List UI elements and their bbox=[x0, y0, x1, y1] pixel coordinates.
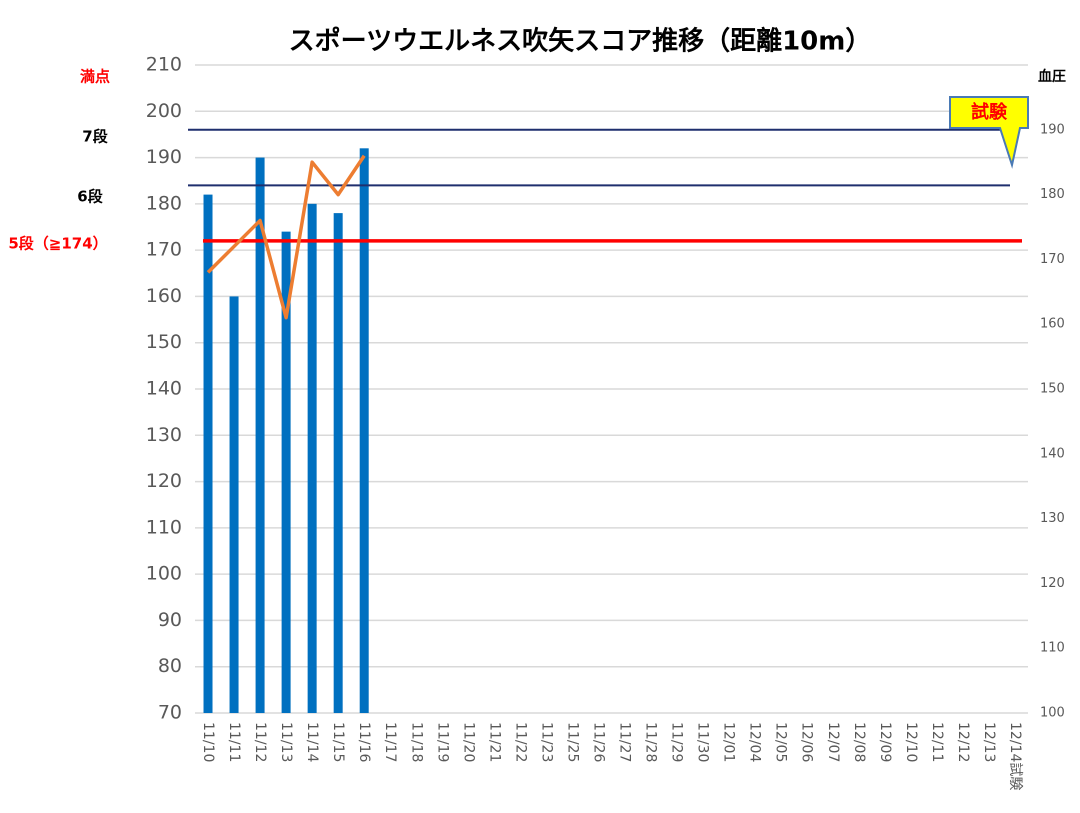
y-tick-label: 150 bbox=[146, 331, 182, 353]
x-tick-label: 11/13 bbox=[278, 722, 294, 762]
y-tick-label: 180 bbox=[146, 192, 182, 214]
y-tick-label: 200 bbox=[146, 100, 182, 122]
y-tick-label: 70 bbox=[158, 702, 182, 724]
y-tick-label: 160 bbox=[146, 285, 182, 307]
side-label: 7段 bbox=[82, 128, 107, 146]
chart-title: スポーツウエルネス吹矢スコア推移（距離10m） bbox=[289, 26, 872, 57]
x-tick-label: 11/19 bbox=[434, 722, 450, 762]
y2-tick-label: 100 bbox=[1040, 706, 1065, 721]
bar bbox=[333, 213, 343, 713]
y-tick-label: 170 bbox=[146, 239, 182, 261]
bar bbox=[255, 157, 265, 714]
x-tick-label: 11/29 bbox=[669, 722, 685, 762]
x-tick-label: 11/23 bbox=[538, 722, 554, 762]
callout-text: 試験 bbox=[971, 101, 1008, 123]
y-tick-label: 120 bbox=[146, 470, 182, 492]
y2-tick-label: 140 bbox=[1040, 446, 1065, 461]
side-label: 5段（≧174） bbox=[8, 235, 107, 253]
y2-tick-label: 170 bbox=[1040, 252, 1065, 267]
x-tick-label: 11/12 bbox=[252, 722, 268, 762]
y-tick-label: 140 bbox=[146, 378, 182, 400]
x-tick-label: 12/14試験 bbox=[1007, 722, 1023, 790]
x-tick-label: 12/01 bbox=[721, 722, 737, 762]
bar bbox=[229, 296, 239, 713]
y-tick-label: 100 bbox=[146, 563, 182, 585]
bar bbox=[203, 194, 213, 714]
side-label: 満点 bbox=[80, 68, 110, 86]
x-tick-label: 11/25 bbox=[564, 722, 580, 762]
bar bbox=[359, 148, 369, 714]
x-tick-label: 12/05 bbox=[773, 722, 789, 762]
y-tick-label: 130 bbox=[146, 424, 182, 446]
x-tick-label: 12/06 bbox=[799, 722, 815, 762]
x-tick-label: 12/10 bbox=[903, 722, 919, 762]
y2-tick-label: 120 bbox=[1040, 576, 1065, 591]
side-label: 6段 bbox=[77, 188, 102, 206]
x-tick-label: 11/17 bbox=[382, 722, 398, 762]
y-tick-label: 80 bbox=[158, 655, 182, 677]
y-tick-label: 110 bbox=[146, 516, 182, 538]
x-tick-label: 11/10 bbox=[200, 722, 216, 762]
y-tick-label: 90 bbox=[158, 609, 182, 631]
x-tick-label: 11/16 bbox=[356, 722, 372, 762]
y-tick-label: 190 bbox=[146, 146, 182, 168]
y2-tick-label: 180 bbox=[1040, 187, 1065, 202]
x-tick-label: 12/07 bbox=[825, 722, 841, 762]
x-tick-label: 11/26 bbox=[590, 722, 606, 762]
y-tick-label: 210 bbox=[146, 54, 182, 76]
y2-tick-label: 130 bbox=[1040, 511, 1065, 526]
x-tick-label: 11/21 bbox=[486, 722, 502, 762]
x-tick-label: 11/22 bbox=[512, 722, 528, 762]
x-tick-label: 11/15 bbox=[330, 722, 346, 762]
x-tick-label: 12/12 bbox=[955, 722, 971, 762]
x-tick-label: 12/11 bbox=[929, 722, 945, 762]
x-tick-label: 12/08 bbox=[851, 722, 867, 762]
x-tick-label: 11/28 bbox=[643, 722, 659, 762]
callout-box bbox=[949, 96, 1029, 169]
bar bbox=[307, 203, 317, 713]
x-tick-label: 11/30 bbox=[695, 722, 711, 762]
x-tick-label: 11/18 bbox=[408, 722, 424, 762]
y2-tick-label: 150 bbox=[1040, 382, 1065, 397]
line bbox=[206, 154, 366, 320]
y2-tick-label: 110 bbox=[1040, 641, 1065, 656]
x-tick-label: 12/09 bbox=[877, 722, 893, 762]
bar bbox=[281, 231, 291, 713]
x-tick-label: 11/14 bbox=[304, 722, 320, 762]
y2-tick-label: 190 bbox=[1040, 122, 1065, 137]
y2-axis-label: 血圧 bbox=[1038, 68, 1066, 85]
x-tick-label: 11/11 bbox=[226, 722, 242, 762]
x-tick-label: 11/20 bbox=[460, 722, 476, 762]
x-tick-label: 12/13 bbox=[981, 722, 997, 762]
y2-tick-label: 160 bbox=[1040, 317, 1065, 332]
x-tick-label: 12/04 bbox=[747, 722, 763, 762]
x-tick-label: 11/27 bbox=[617, 722, 633, 762]
